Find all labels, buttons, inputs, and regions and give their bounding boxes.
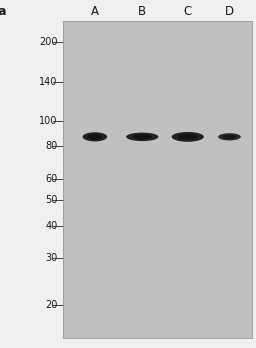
Ellipse shape [133,134,152,139]
Ellipse shape [126,133,158,141]
Text: 200: 200 [39,37,58,47]
Ellipse shape [218,133,241,141]
Ellipse shape [83,132,107,142]
Text: 50: 50 [45,195,58,205]
Text: 30: 30 [45,253,58,263]
Text: kDa: kDa [0,5,6,18]
Text: 80: 80 [45,141,58,151]
Text: 100: 100 [39,116,58,126]
Ellipse shape [178,134,197,140]
Text: 40: 40 [45,221,58,230]
Ellipse shape [223,135,236,139]
Text: B: B [138,5,146,18]
Text: A: A [91,5,99,18]
Text: 140: 140 [39,78,58,87]
Text: D: D [225,5,234,18]
Text: 20: 20 [45,300,58,310]
Ellipse shape [88,134,102,140]
Text: C: C [184,5,192,18]
Text: 60: 60 [45,174,58,184]
Ellipse shape [172,132,204,142]
